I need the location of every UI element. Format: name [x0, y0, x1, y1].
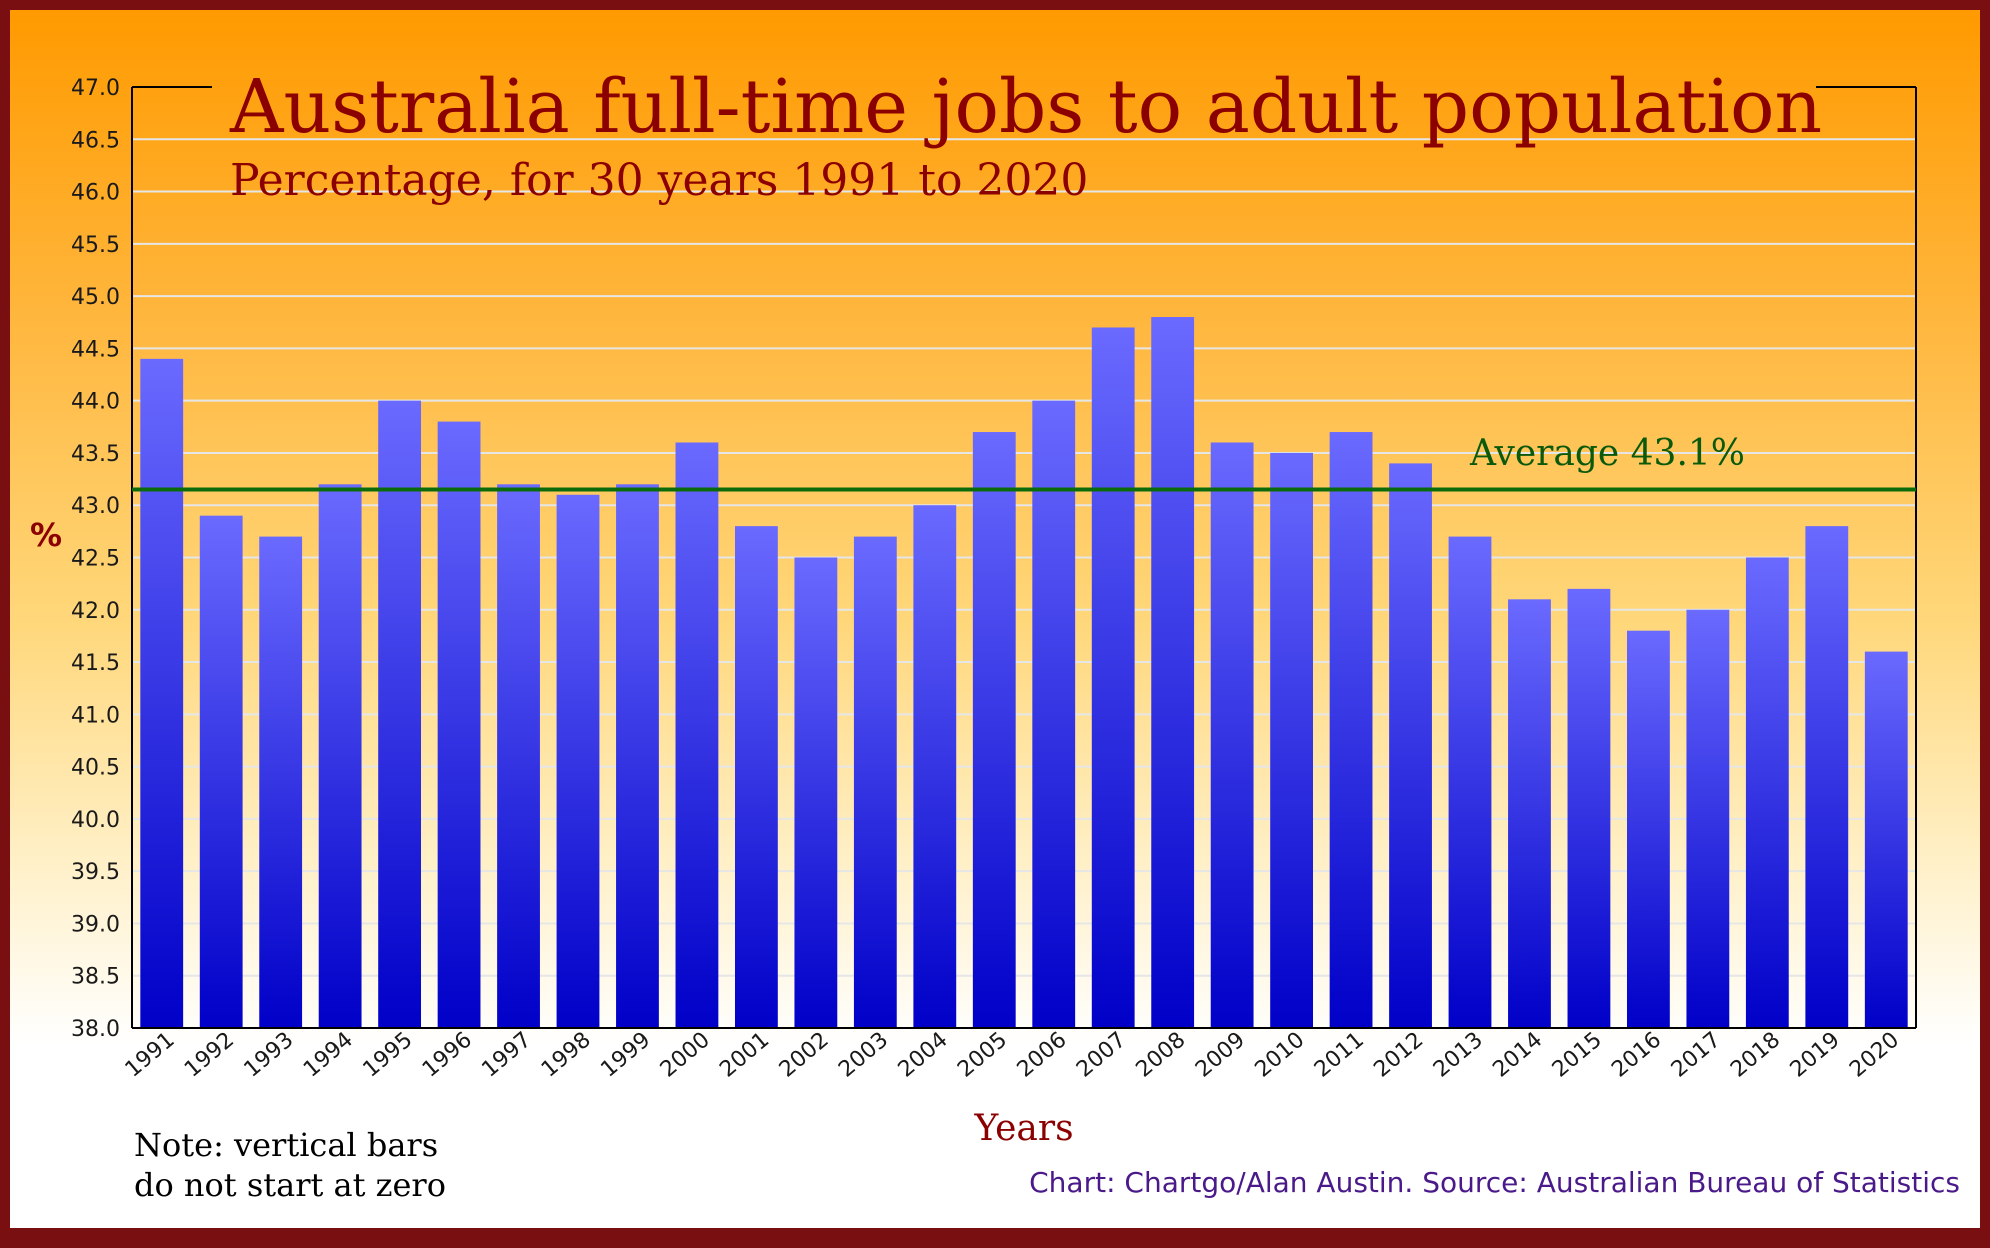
bar [1032, 400, 1076, 1029]
x-tick-label: 1999 [596, 1027, 655, 1082]
y-tick-label: 44.5 [71, 337, 120, 362]
bar-chart: 38.0 38.5 39.0 39.5 40.0 40.5 41.0 41.5 42.0 42.5… [30, 64, 1960, 1204]
bar [1210, 442, 1254, 1028]
bar [556, 494, 600, 1028]
y-tick-label: 41.0 [71, 703, 120, 728]
x-tick-label: 1996 [418, 1027, 477, 1082]
bar [1626, 630, 1670, 1028]
x-tick-label: 2008 [1132, 1027, 1191, 1082]
bar [199, 515, 243, 1028]
x-tick-label: 2020 [1845, 1027, 1904, 1082]
y-tick-label: 41.5 [71, 651, 120, 676]
x-tick-label: 2017 [1667, 1027, 1726, 1082]
bar [675, 442, 719, 1028]
x-tick-label: 1992 [180, 1027, 239, 1082]
note-line-1: Note: vertical bars [134, 1126, 438, 1164]
y-tick-label: 43.5 [71, 442, 120, 467]
y-tick-label: 46.5 [71, 128, 120, 153]
x-tick-label: 2006 [1013, 1027, 1072, 1082]
x-tick-label: 2007 [1072, 1027, 1131, 1082]
axes [131, 86, 1917, 1029]
y-tick-label: 47.0 [71, 76, 120, 101]
x-tick-label: 2002 [775, 1027, 834, 1082]
bar [497, 484, 540, 1028]
bar [853, 536, 897, 1028]
x-axis-label: Years [973, 1108, 1073, 1149]
x-tick-label: 1998 [537, 1027, 596, 1082]
bar [1805, 526, 1849, 1028]
x-tick-label: 2018 [1726, 1027, 1785, 1082]
y-axis-label: % [30, 516, 62, 554]
bar [794, 557, 838, 1028]
x-tick-label: 2019 [1786, 1027, 1845, 1082]
bar [616, 484, 659, 1028]
bar [1091, 327, 1135, 1028]
y-tick-label: 38.0 [71, 1017, 120, 1042]
bar [378, 400, 422, 1029]
y-tick-label: 39.5 [71, 860, 120, 885]
x-tick-label: 2010 [1250, 1027, 1309, 1082]
bar [1329, 432, 1373, 1028]
bar [734, 526, 778, 1028]
note-line-2: do not start at zero [134, 1166, 446, 1204]
bar [1448, 536, 1492, 1028]
bar [1745, 557, 1789, 1028]
bar [437, 421, 481, 1029]
y-tick-label: 40.0 [71, 808, 120, 833]
bars [140, 317, 1908, 1029]
bar [1864, 651, 1908, 1028]
bar [140, 358, 184, 1028]
y-tick-label: 42.0 [71, 599, 120, 624]
x-tick-label: 2015 [1548, 1027, 1607, 1082]
y-tick-label: 39.0 [71, 912, 120, 937]
y-tick-label: 43.0 [71, 494, 120, 519]
y-tick-label: 42.5 [71, 547, 120, 572]
x-tick-label: 2013 [1429, 1027, 1488, 1082]
x-tick-label: 2005 [953, 1027, 1012, 1082]
x-tick-label: 2004 [894, 1027, 953, 1082]
x-tick-label: 2003 [834, 1027, 893, 1082]
x-tick-label: 2012 [1369, 1027, 1428, 1082]
bar [1508, 599, 1551, 1028]
x-tick-label: 1997 [477, 1027, 536, 1082]
bar [259, 536, 303, 1028]
chart-title: Australia full-time jobs to adult popula… [229, 64, 1822, 150]
y-tick-label: 46.0 [71, 181, 120, 206]
x-tick-label: 2011 [1310, 1027, 1369, 1082]
chart-subtitle: Percentage, for 30 years 1991 to 2020 [230, 155, 1088, 206]
x-tick-label: 2009 [1191, 1027, 1250, 1082]
bar [972, 432, 1016, 1028]
y-tick-label: 44.0 [71, 390, 120, 415]
bar [1686, 609, 1730, 1028]
y-tick-label: 38.5 [71, 965, 120, 990]
x-tick-label: 2014 [1488, 1027, 1547, 1082]
x-tick-label: 2001 [715, 1027, 774, 1082]
x-tick-label: 2000 [656, 1027, 715, 1082]
bar [318, 484, 362, 1028]
x-tick-label: 1994 [299, 1027, 358, 1082]
source-credit: Chart: Chartgo/Alan Austin. Source: Aust… [1029, 1166, 1960, 1199]
x-tick-labels: 1991 1992 1993 1994 1995 1996 1997 1998 1999 2000… [121, 1027, 1905, 1082]
x-tick-label: 1993 [240, 1027, 299, 1082]
x-tick-label: 1995 [358, 1027, 417, 1082]
bar [913, 505, 957, 1028]
y-tick-labels: 38.0 38.5 39.0 39.5 40.0 40.5 41.0 41.5 42.0 42.5… [71, 76, 120, 1042]
y-tick-label: 45.0 [71, 285, 120, 310]
y-tick-label: 45.5 [71, 233, 120, 258]
grid-lines [132, 138, 1916, 977]
x-tick-label: 1991 [121, 1027, 180, 1082]
average-label: Average 43.1% [1469, 433, 1745, 474]
bar [1567, 588, 1611, 1028]
bar [1389, 463, 1432, 1028]
x-tick-label: 2016 [1607, 1027, 1666, 1082]
y-tick-label: 40.5 [71, 756, 120, 781]
bar [1151, 317, 1195, 1028]
bar [1270, 452, 1314, 1028]
